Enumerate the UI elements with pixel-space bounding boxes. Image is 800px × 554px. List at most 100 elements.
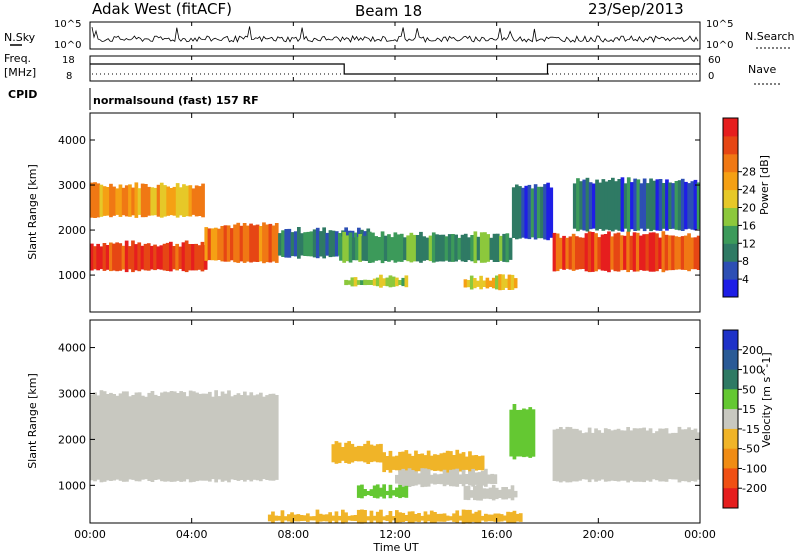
power-cell xyxy=(680,178,685,231)
velocity-cell xyxy=(366,440,371,464)
velocity-cell xyxy=(469,490,474,498)
velocity-cell xyxy=(160,392,164,482)
colorbar-swatch xyxy=(723,135,738,155)
power-cell xyxy=(121,245,126,270)
power-cell xyxy=(419,231,423,263)
velocity-cell xyxy=(687,427,691,483)
velocity-cell xyxy=(208,391,212,482)
velocity-cell xyxy=(464,456,469,470)
y-tick-label: 1000 xyxy=(58,479,86,492)
y-tick-label: 1000 xyxy=(58,269,86,282)
velocity-cell xyxy=(455,510,460,524)
velocity-cell xyxy=(420,468,425,488)
velocity-cell xyxy=(283,516,288,521)
velocity-cell xyxy=(493,513,498,522)
velocity-cell xyxy=(271,511,275,523)
velocity-cell xyxy=(312,516,317,521)
power-cell xyxy=(230,228,234,261)
power-cell xyxy=(555,233,560,272)
power-cell xyxy=(361,236,366,261)
power-cell xyxy=(536,186,541,239)
power-cell xyxy=(159,182,164,218)
colorbar-tick-label: 4 xyxy=(742,273,749,286)
power-cell xyxy=(178,246,183,269)
velocity-cell xyxy=(651,433,656,480)
power-cell xyxy=(495,233,500,262)
power-cell xyxy=(348,232,353,263)
power-cell xyxy=(382,278,386,286)
velocity-cell xyxy=(372,445,377,462)
power-cell xyxy=(655,233,659,272)
power-cell xyxy=(115,242,119,272)
velocity-cell xyxy=(99,390,104,483)
power-cell xyxy=(479,275,483,290)
velocity-cell xyxy=(477,472,482,485)
velocity-cell xyxy=(290,512,294,523)
power-cell xyxy=(303,232,307,256)
power-cell xyxy=(633,178,637,231)
velocity-cell xyxy=(404,450,409,474)
power-cell xyxy=(636,179,641,231)
velocity-cell xyxy=(169,391,174,482)
cpid-mode: normalsound (fast) 157 RF xyxy=(93,94,259,107)
power-cell xyxy=(495,275,499,290)
velocity-cell xyxy=(655,431,659,481)
colorbar-swatch xyxy=(723,207,738,226)
y-tick-label: 3000 xyxy=(58,387,86,400)
velocity-cell xyxy=(584,432,589,480)
power-cell xyxy=(146,243,151,271)
power-cell xyxy=(401,277,406,287)
power-cell xyxy=(366,279,371,285)
velocity-cell xyxy=(328,512,332,523)
x-tick-label: 12:00 xyxy=(379,528,411,541)
colorbar-tick-label: 20 xyxy=(742,202,756,215)
power-cell xyxy=(607,180,612,231)
velocity-cell xyxy=(436,474,440,484)
power-cell xyxy=(90,182,94,218)
power-cell xyxy=(658,179,663,231)
power-cell xyxy=(690,181,695,230)
velocity-cell xyxy=(594,428,598,482)
velocity-cell xyxy=(192,391,196,482)
power-cell xyxy=(204,227,209,261)
velocity-cell xyxy=(420,515,425,521)
colorbar-tick-label: 200 xyxy=(742,344,763,357)
velocity-cell xyxy=(668,433,672,480)
velocity-cell xyxy=(661,428,666,482)
power-y-axis: 1000 2000 3000 4000 xyxy=(58,134,700,282)
power-cell xyxy=(194,185,199,217)
colorbar-tick-label: 16 xyxy=(742,219,756,232)
velocity-cell xyxy=(388,450,393,473)
power-cell xyxy=(358,234,362,262)
x-tick-label: 16:00 xyxy=(481,528,513,541)
velocity-cell xyxy=(587,427,592,483)
power-cell xyxy=(521,187,525,238)
velocity-cell xyxy=(259,392,263,482)
velocity-cell xyxy=(512,404,517,460)
velocity-cell xyxy=(353,446,358,462)
velocity-cell xyxy=(369,489,374,496)
velocity-cell xyxy=(603,428,608,482)
power-cell xyxy=(344,279,348,286)
power-cell xyxy=(463,279,468,288)
power-cell xyxy=(109,242,113,272)
velocity-cell xyxy=(449,469,453,487)
velocity-cell xyxy=(439,453,444,472)
power-cell xyxy=(385,277,390,287)
colorbar-tick-label: 50 xyxy=(742,383,756,396)
velocity-cell xyxy=(562,429,566,482)
velocity-cell xyxy=(391,456,396,470)
velocity-cell xyxy=(619,430,624,481)
colorbar-swatch xyxy=(723,369,738,390)
power-cell xyxy=(102,186,107,216)
power-cell xyxy=(543,184,547,240)
power-cell xyxy=(262,222,266,264)
power-cell xyxy=(355,237,359,261)
power-cell xyxy=(498,274,502,291)
power-cell xyxy=(404,275,409,288)
velocity-cell xyxy=(217,396,222,480)
velocity-cell xyxy=(410,455,415,471)
velocity-cell xyxy=(575,428,579,482)
velocity-cell xyxy=(507,489,512,499)
velocity-cell xyxy=(388,484,393,499)
